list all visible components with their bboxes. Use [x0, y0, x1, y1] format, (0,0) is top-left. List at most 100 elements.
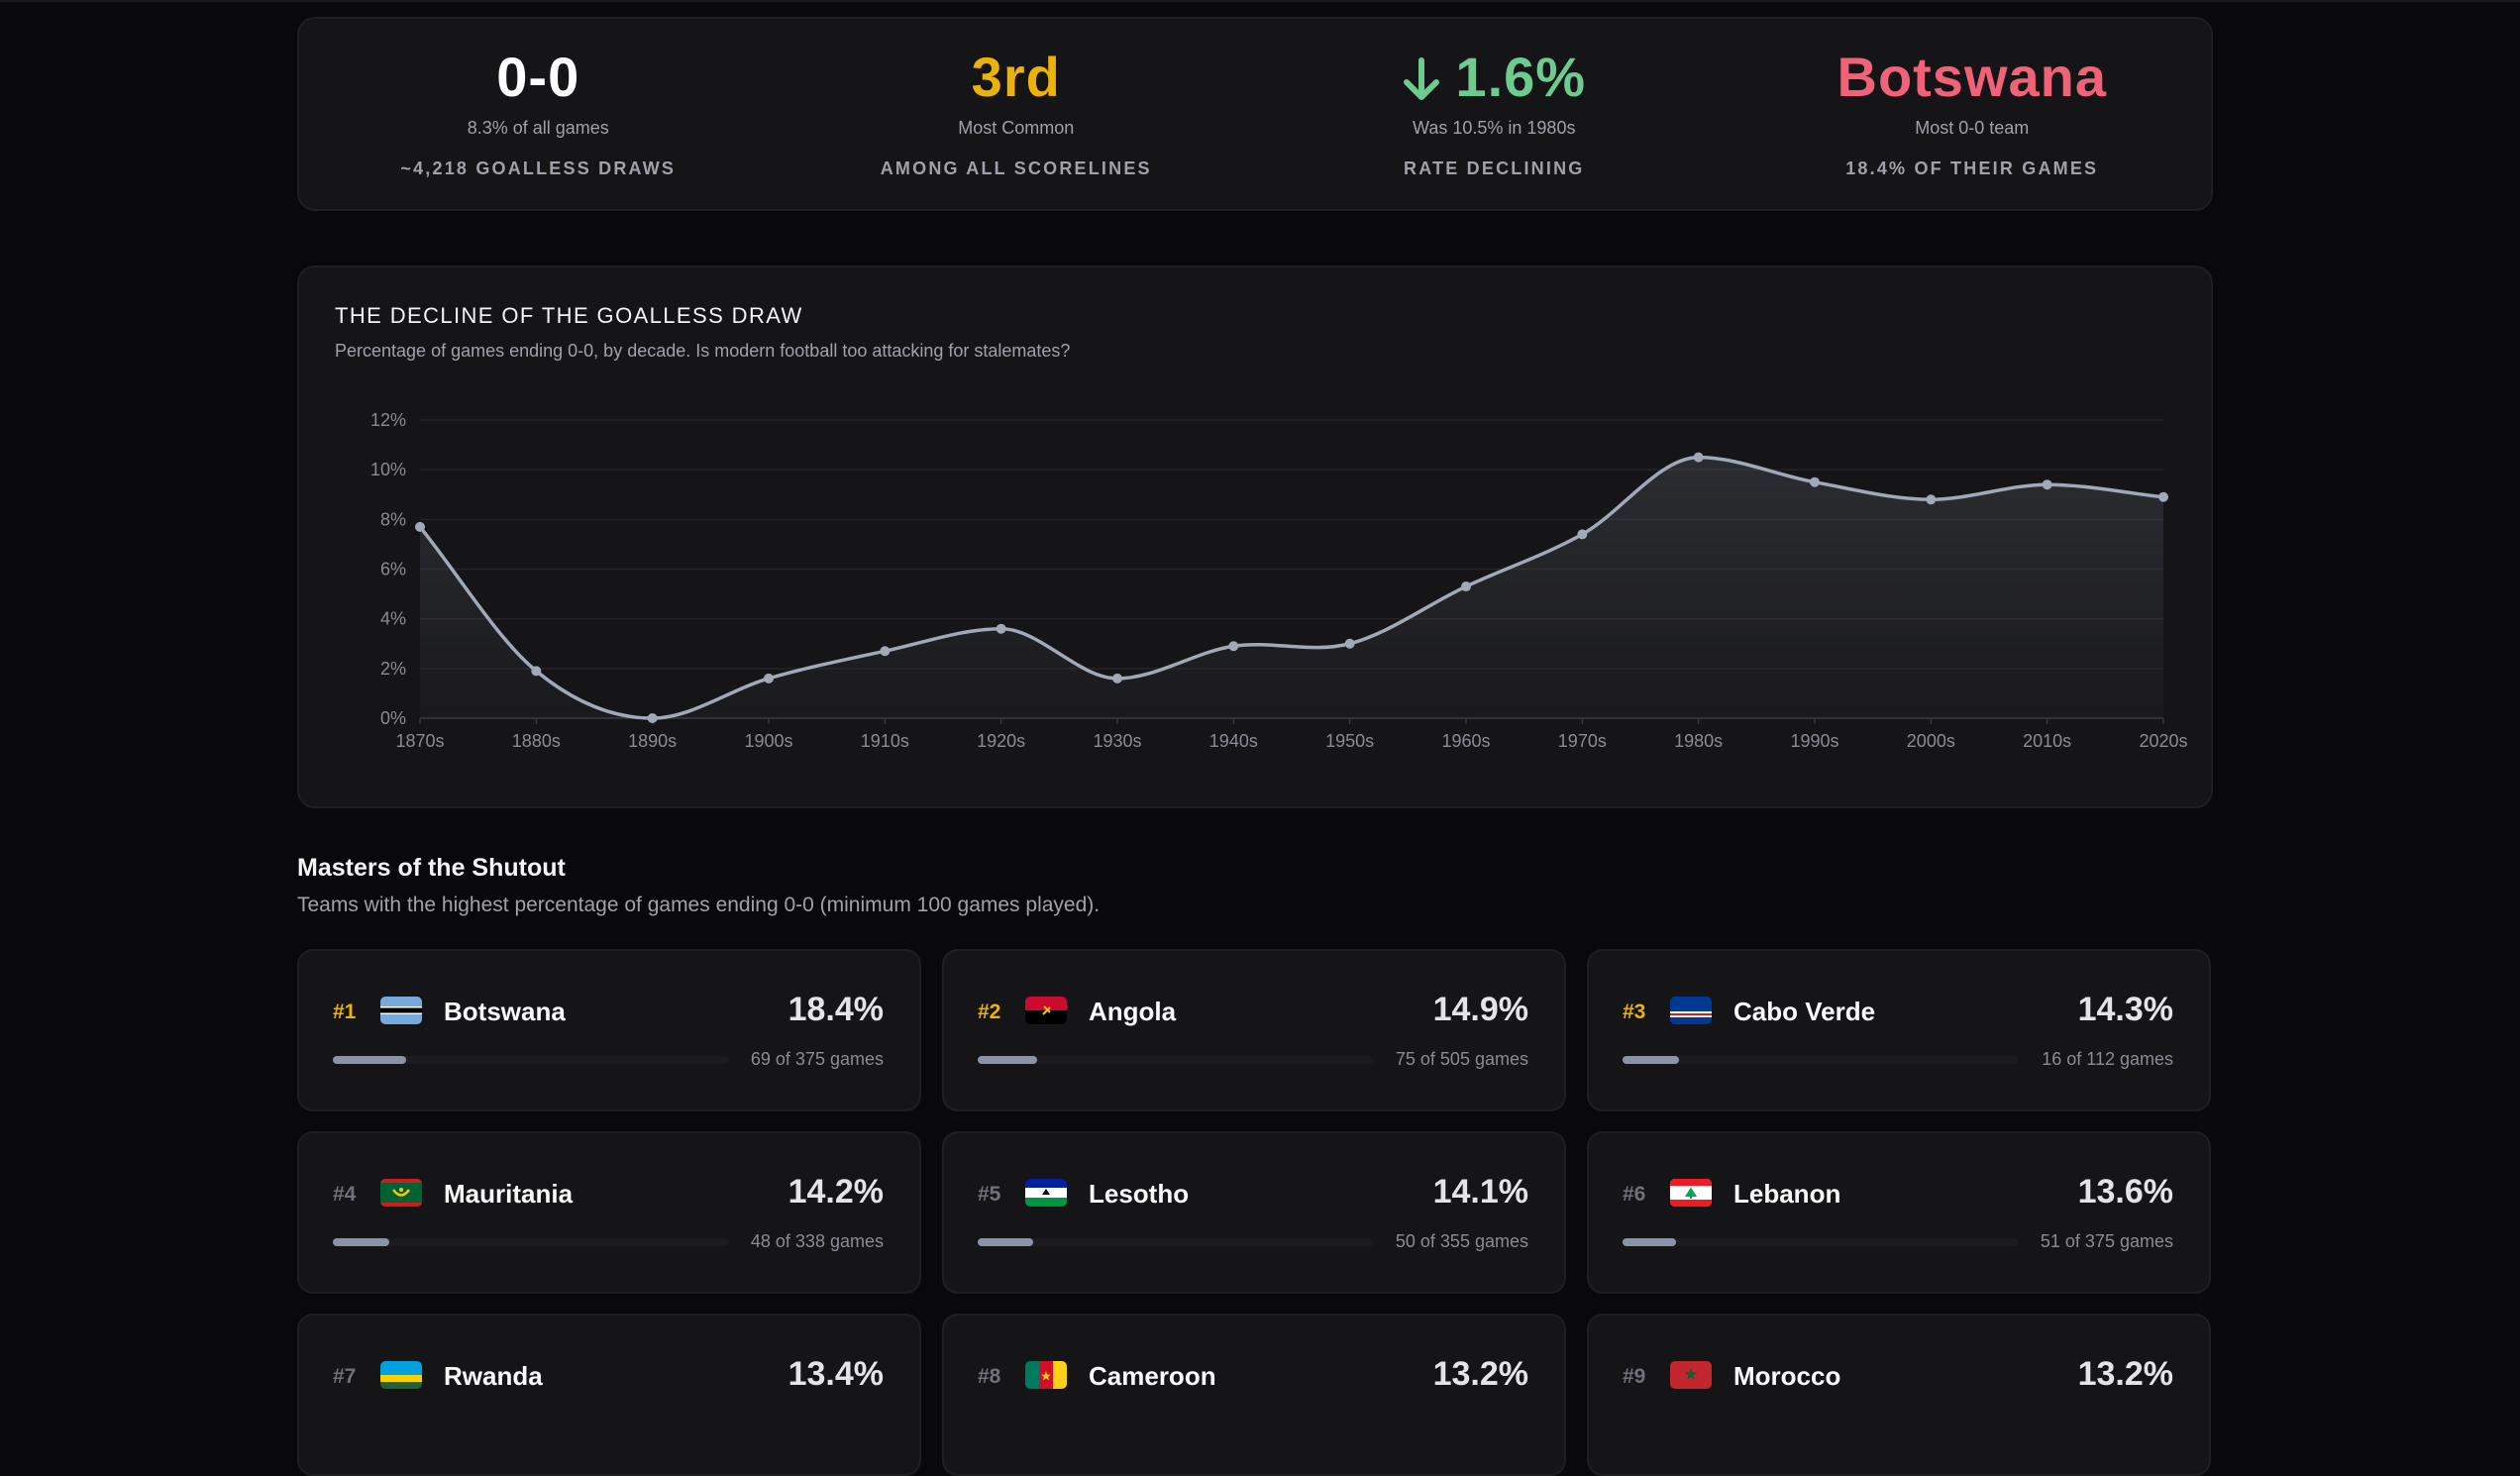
- team-rank: #1: [333, 1001, 357, 1023]
- x-tick-label: 1940s: [1209, 731, 1258, 751]
- stats-panel: 0-0 8.3% of all games ~4,218 GOALLESS DR…: [297, 17, 2213, 211]
- stat-top-team: Botswana Most 0-0 team 18.4% OF THEIR GA…: [1733, 19, 2212, 209]
- flag-angola-icon: [1025, 997, 1067, 1024]
- section-title: Masters of the Shutout: [297, 854, 566, 882]
- y-tick-label: 2%: [380, 659, 406, 679]
- y-tick-label: 6%: [380, 560, 406, 580]
- team-card[interactable]: #2 Angola 14.9% 75 of 505 games: [942, 949, 1566, 1111]
- team-rank: #8: [978, 1365, 1001, 1388]
- y-tick-label: 12%: [370, 410, 406, 430]
- stat-sub: Most 0-0 team: [1915, 117, 2030, 138]
- progress-fill: [333, 1238, 389, 1246]
- data-point: [1461, 581, 1471, 592]
- flag-botswana-icon: [380, 997, 422, 1024]
- team-games: 16 of 112 games: [2042, 1049, 2173, 1069]
- team-percentage: 14.3%: [2077, 991, 2173, 1028]
- decline-chart: 0% 2% 4% 6% 8% 10% 12% 1870s 1880s 1890s 1900s 1910…: [370, 410, 2188, 751]
- x-tick-label: 1900s: [744, 731, 792, 751]
- team-card[interactable]: #9 Morocco 13.2%: [1587, 1314, 2211, 1476]
- team-games: 50 of 355 games: [1395, 1231, 1528, 1251]
- team-card[interactable]: #8 Cameroon 13.2%: [942, 1314, 1566, 1476]
- stat-sub: 8.3% of all games: [467, 117, 609, 138]
- flag-lesotho-icon: [1025, 1179, 1067, 1207]
- progress-fill: [978, 1056, 1037, 1064]
- data-point: [1926, 494, 1937, 505]
- team-rank: #5: [978, 1183, 1001, 1206]
- stat-caption: 18.4% OF THEIR GAMES: [1845, 158, 2099, 178]
- x-tick-label: 1990s: [1790, 731, 1838, 751]
- team-percentage: 13.6%: [2077, 1173, 2173, 1211]
- data-point: [1228, 641, 1239, 652]
- team-name: Rwanda: [444, 1361, 543, 1391]
- top-border: [0, 0, 2520, 2]
- flag-cameroon-icon: [1025, 1361, 1067, 1389]
- team-rank: #7: [333, 1365, 357, 1388]
- team-rank: #9: [1623, 1365, 1646, 1388]
- team-name: Morocco: [1733, 1361, 1841, 1391]
- arrow-down-icon: [1404, 57, 1440, 100]
- y-tick-label: 4%: [380, 609, 406, 629]
- stat-caption: AMONG ALL SCORELINES: [880, 158, 1152, 178]
- flag-rwanda-icon: [380, 1361, 422, 1389]
- team-games: 75 of 505 games: [1395, 1049, 1528, 1069]
- data-point: [1810, 476, 1820, 487]
- data-point: [764, 673, 774, 684]
- team-name: Cabo Verde: [1733, 997, 1876, 1026]
- x-tick-label: 1930s: [1093, 731, 1141, 751]
- team-card[interactable]: #6 Lebanon 13.6% 51 of 375 games: [1587, 1131, 2211, 1294]
- data-point: [2042, 479, 2052, 490]
- data-point: [2158, 491, 2168, 502]
- team-games: 48 of 338 games: [750, 1231, 884, 1251]
- x-tick-label: 1950s: [1325, 731, 1374, 751]
- y-tick-label: 0%: [380, 708, 406, 728]
- x-tick-label: 1880s: [512, 731, 561, 751]
- data-point: [415, 521, 425, 532]
- stat-rank: 3rd Most Common AMONG ALL SCORELINES: [778, 19, 1256, 209]
- stat-caption: RATE DECLINING: [1404, 158, 1585, 178]
- team-games: 69 of 375 games: [750, 1049, 884, 1069]
- chart-panel: 0% 2% 4% 6% 8% 10% 12% 1870s 1880s 1890s 1900s 1910…: [297, 265, 2213, 808]
- team-card[interactable]: #5 Lesotho 14.1% 50 of 355 games: [942, 1131, 1566, 1294]
- stat-value: 0-0: [496, 46, 580, 108]
- stat-value: Botswana: [1837, 46, 2107, 108]
- team-name: Angola: [1089, 997, 1177, 1026]
- data-point: [1344, 638, 1355, 649]
- team-percentage: 13.4%: [788, 1355, 884, 1393]
- progress-track: [333, 1238, 729, 1246]
- team-name: Mauritania: [444, 1179, 574, 1209]
- x-tick-label: 1980s: [1674, 731, 1723, 751]
- x-tick-label: 1970s: [1558, 731, 1607, 751]
- data-point: [880, 646, 891, 657]
- data-point: [1693, 452, 1704, 463]
- area-fill: [420, 457, 2163, 718]
- flag-mauritania-icon: [380, 1179, 422, 1207]
- x-tick-label: 2000s: [1907, 731, 1955, 751]
- team-name: Botswana: [444, 997, 566, 1026]
- progress-fill: [1623, 1238, 1677, 1246]
- x-tick-label: 2020s: [2139, 731, 2187, 751]
- team-name: Lebanon: [1733, 1179, 1841, 1209]
- team-rank: #4: [333, 1183, 357, 1206]
- team-card[interactable]: #7 Rwanda 13.4%: [297, 1314, 921, 1476]
- team-card[interactable]: #4 Mauritania 14.2% 48 of 338 games: [297, 1131, 921, 1294]
- y-tick-label: 8%: [380, 509, 406, 529]
- x-tick-label: 1910s: [861, 731, 909, 751]
- progress-track: [1623, 1056, 2019, 1064]
- data-point: [531, 666, 542, 677]
- team-name: Cameroon: [1089, 1361, 1216, 1391]
- team-card[interactable]: #1 Botswana 18.4% 69 of 375 games: [297, 949, 921, 1111]
- stat-sub: Was 10.5% in 1980s: [1413, 117, 1576, 138]
- flag-cabo-verde-icon: [1670, 997, 1712, 1024]
- stat-trend: 1.6% Was 10.5% in 1980s RATE DECLINING: [1255, 19, 1733, 209]
- stat-caption: ~4,218 GOALLESS DRAWS: [400, 158, 677, 178]
- x-tick-label: 1920s: [977, 731, 1025, 751]
- team-name: Lesotho: [1089, 1179, 1190, 1209]
- team-card[interactable]: #3 Cabo Verde 14.3% 16 of 112 games: [1587, 949, 2211, 1111]
- progress-track: [1623, 1238, 2019, 1246]
- section-description: Teams with the highest percentage of gam…: [297, 894, 1101, 916]
- team-games: 51 of 375 games: [2040, 1231, 2173, 1251]
- progress-track: [978, 1056, 1374, 1064]
- team-rank: #6: [1623, 1183, 1646, 1206]
- progress-track: [978, 1238, 1374, 1246]
- progress-track: [333, 1056, 729, 1064]
